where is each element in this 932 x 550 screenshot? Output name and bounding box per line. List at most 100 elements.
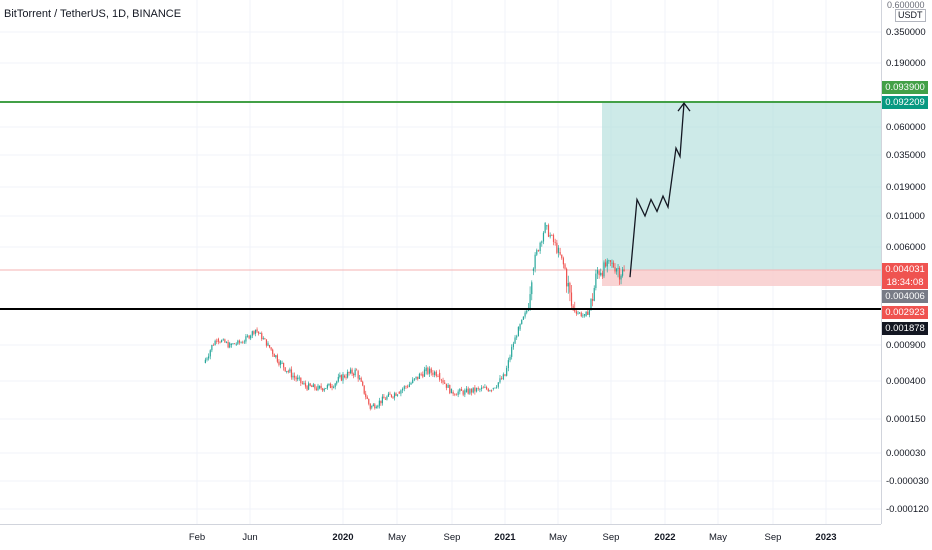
- candle-body: [524, 312, 526, 317]
- candle-body: [556, 242, 558, 253]
- x-tick-label: Sep: [765, 532, 782, 543]
- candle-body: [502, 374, 504, 380]
- candle-body: [477, 388, 479, 389]
- candle-body: [295, 377, 297, 380]
- candle-body: [351, 369, 353, 374]
- candle-body: [437, 376, 439, 377]
- candle-body: [384, 398, 387, 400]
- candle-body: [531, 282, 533, 295]
- candle-body: [551, 234, 553, 236]
- candle-body: [326, 385, 328, 389]
- candle-body: [371, 406, 373, 408]
- candle-body: [507, 360, 509, 369]
- candle-body: [614, 267, 616, 272]
- candle-body: [328, 383, 330, 386]
- y-tick-label: 0.000150: [886, 414, 926, 425]
- stop-price-badge: 0.004031: [882, 263, 928, 276]
- candle-body: [262, 338, 264, 340]
- target-upper-badge: 0.093900: [882, 81, 928, 94]
- candle-body: [612, 262, 615, 268]
- candle-body: [467, 388, 469, 394]
- candle-body: [514, 337, 516, 344]
- candle-body: [334, 383, 336, 388]
- candle-body: [378, 400, 380, 406]
- candle-body: [420, 373, 422, 375]
- candle-body: [293, 375, 296, 378]
- candle-body: [237, 340, 239, 344]
- candle-body: [224, 339, 226, 343]
- candle-body: [390, 394, 393, 397]
- candle-body: [496, 386, 498, 388]
- candle-body: [609, 260, 612, 262]
- candle-body: [480, 387, 483, 389]
- candle-body: [304, 383, 307, 387]
- candle-body: [542, 232, 545, 242]
- x-tick-label: May: [549, 532, 567, 543]
- candle-body: [484, 387, 486, 388]
- candle-body: [605, 262, 607, 267]
- candle-body: [265, 339, 268, 346]
- candle-body: [526, 310, 528, 313]
- candle-body: [494, 387, 496, 389]
- candle-body: [534, 254, 536, 269]
- candle-body: [417, 376, 419, 379]
- candle-body: [308, 383, 310, 390]
- candle-body: [459, 389, 461, 392]
- candle-body: [281, 362, 283, 364]
- y-tick-label: 0.060000: [886, 122, 926, 133]
- candle-body: [401, 388, 404, 391]
- candle-body: [475, 388, 478, 392]
- candle-body: [380, 400, 382, 404]
- candle-body: [569, 282, 571, 293]
- candle-body: [230, 344, 232, 345]
- candle-body: [309, 383, 311, 386]
- candle-body: [596, 269, 599, 274]
- candle-body: [544, 222, 546, 233]
- candle-body: [430, 368, 432, 373]
- candle-body: [337, 376, 339, 382]
- candle-body: [587, 311, 589, 315]
- candle-body: [345, 377, 347, 378]
- candle-body: [339, 375, 341, 377]
- candle-body: [470, 389, 473, 393]
- candle-body: [209, 350, 211, 357]
- candle-body: [582, 315, 584, 317]
- unit-label[interactable]: USDT: [895, 9, 926, 22]
- candle-body: [506, 368, 508, 376]
- candle-body: [407, 386, 409, 388]
- candle-body: [450, 388, 453, 394]
- candle-body: [577, 312, 579, 314]
- candle-body: [234, 343, 236, 345]
- candle-body: [284, 367, 286, 372]
- candle-body: [418, 373, 421, 379]
- candle-body: [311, 385, 313, 388]
- candle-body: [501, 378, 503, 380]
- candle-body: [447, 385, 449, 388]
- y-tick-label: 0.006000: [886, 242, 926, 253]
- candle-body: [464, 390, 466, 395]
- time-axis: Feb Jun 2020 May Sep 2021 May Sep 2022 May Sep 2023: [189, 532, 837, 543]
- candle-body: [222, 339, 224, 341]
- candle-body: [301, 382, 303, 384]
- candle-body: [552, 235, 555, 242]
- candle-body: [460, 389, 463, 391]
- chart-title: BitTorrent / TetherUS, 1D, BINANCE: [4, 8, 182, 20]
- candle-body: [479, 388, 481, 390]
- candle-body: [536, 250, 538, 255]
- candle-body: [381, 396, 383, 404]
- x-tick-label: Sep: [444, 532, 461, 543]
- candle-body: [487, 389, 489, 392]
- candle-body: [559, 252, 561, 255]
- candle-body: [254, 329, 257, 334]
- candle-body: [521, 319, 523, 325]
- candle-body: [405, 386, 407, 388]
- candle-body: [258, 331, 260, 334]
- candle-body: [445, 383, 448, 388]
- candle-body: [232, 343, 234, 345]
- candle-body: [383, 396, 385, 399]
- countdown-badge: 18:34:08: [882, 276, 928, 289]
- candle-body: [346, 371, 349, 378]
- candle-body: [318, 385, 321, 389]
- candle-body: [287, 370, 289, 372]
